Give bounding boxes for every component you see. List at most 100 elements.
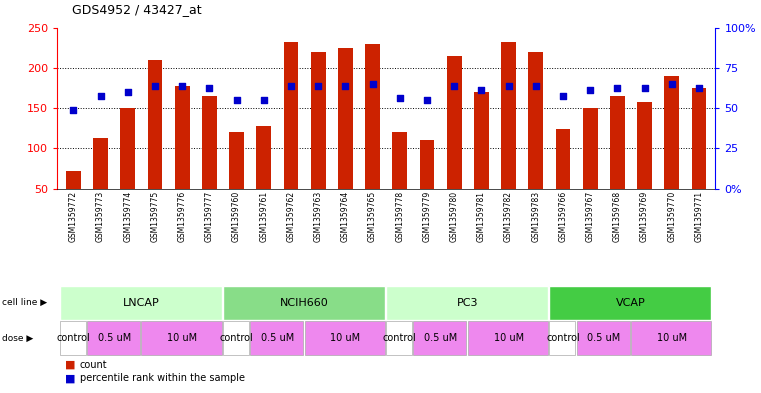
Bar xyxy=(202,96,217,189)
Text: GSM1359770: GSM1359770 xyxy=(667,191,677,242)
Bar xyxy=(549,286,712,320)
Point xyxy=(421,97,433,103)
Bar xyxy=(413,321,466,355)
Point xyxy=(476,87,488,94)
Bar xyxy=(93,138,108,189)
Point xyxy=(94,93,107,99)
Point xyxy=(312,83,324,89)
Point xyxy=(611,85,623,91)
Text: percentile rank within the sample: percentile rank within the sample xyxy=(80,373,245,383)
Text: control: control xyxy=(383,333,417,343)
Text: GSM1359780: GSM1359780 xyxy=(450,191,459,242)
Text: GSM1359773: GSM1359773 xyxy=(96,191,105,242)
Bar xyxy=(338,48,353,189)
Text: GSM1359779: GSM1359779 xyxy=(422,191,431,242)
Point xyxy=(638,85,651,91)
Bar xyxy=(87,321,140,355)
Bar xyxy=(148,60,163,189)
Point xyxy=(367,81,379,87)
Bar xyxy=(664,76,680,189)
Text: GSM1359777: GSM1359777 xyxy=(205,191,214,242)
Point xyxy=(176,83,188,89)
Bar xyxy=(365,44,380,189)
Bar xyxy=(120,108,135,189)
Point xyxy=(584,87,597,94)
Point xyxy=(203,85,215,91)
Bar xyxy=(223,321,249,355)
Text: GSM1359769: GSM1359769 xyxy=(640,191,649,242)
Text: GDS4952 / 43427_at: GDS4952 / 43427_at xyxy=(72,3,202,16)
Point xyxy=(448,83,460,89)
Point xyxy=(67,107,79,113)
Text: 0.5 uM: 0.5 uM xyxy=(424,333,457,343)
Text: PC3: PC3 xyxy=(457,298,479,308)
Point xyxy=(231,97,243,103)
Bar xyxy=(631,321,712,355)
Text: 10 uM: 10 uM xyxy=(330,333,361,343)
Text: 10 uM: 10 uM xyxy=(167,333,197,343)
Bar xyxy=(310,51,326,189)
Text: GSM1359760: GSM1359760 xyxy=(232,191,241,242)
Text: dose ▶: dose ▶ xyxy=(2,334,33,342)
Text: GSM1359771: GSM1359771 xyxy=(695,191,703,242)
Bar xyxy=(583,108,597,189)
Text: GSM1359772: GSM1359772 xyxy=(69,191,78,242)
Text: 10 uM: 10 uM xyxy=(657,333,687,343)
Text: 0.5 uM: 0.5 uM xyxy=(97,333,131,343)
Bar xyxy=(386,321,412,355)
Text: GSM1359764: GSM1359764 xyxy=(341,191,350,242)
Text: NCIH660: NCIH660 xyxy=(280,298,329,308)
Bar xyxy=(60,286,221,320)
Point xyxy=(149,83,161,89)
Bar xyxy=(175,86,189,189)
Point xyxy=(502,83,514,89)
Bar xyxy=(577,321,629,355)
Text: GSM1359775: GSM1359775 xyxy=(151,191,160,242)
Text: 0.5 uM: 0.5 uM xyxy=(587,333,620,343)
Text: GSM1359783: GSM1359783 xyxy=(531,191,540,242)
Text: GSM1359766: GSM1359766 xyxy=(559,191,568,242)
Text: GSM1359774: GSM1359774 xyxy=(123,191,132,242)
Point xyxy=(557,93,569,99)
Point xyxy=(339,83,352,89)
Text: GSM1359782: GSM1359782 xyxy=(504,191,513,242)
Bar xyxy=(250,321,303,355)
Point xyxy=(122,89,134,95)
Point xyxy=(285,83,297,89)
Point xyxy=(393,95,406,101)
Bar xyxy=(142,321,221,355)
Bar xyxy=(692,88,706,189)
Text: GSM1359776: GSM1359776 xyxy=(178,191,186,242)
Text: GSM1359778: GSM1359778 xyxy=(395,191,404,242)
Bar xyxy=(66,171,81,189)
Text: VCAP: VCAP xyxy=(616,298,646,308)
Text: cell line ▶: cell line ▶ xyxy=(2,298,46,307)
Text: GSM1359768: GSM1359768 xyxy=(613,191,622,242)
Text: GSM1359767: GSM1359767 xyxy=(586,191,594,242)
Text: ■: ■ xyxy=(65,360,75,369)
Bar xyxy=(474,92,489,189)
Point xyxy=(693,85,705,91)
Point xyxy=(258,97,270,103)
Bar xyxy=(229,132,244,189)
Text: GSM1359761: GSM1359761 xyxy=(260,191,269,242)
Text: count: count xyxy=(80,360,107,369)
Text: control: control xyxy=(56,333,91,343)
Bar xyxy=(501,42,516,189)
Bar xyxy=(284,42,298,189)
Bar xyxy=(468,321,548,355)
Bar xyxy=(447,56,462,189)
Bar xyxy=(637,103,652,189)
Bar xyxy=(556,129,571,189)
Text: 0.5 uM: 0.5 uM xyxy=(261,333,294,343)
Bar xyxy=(60,321,86,355)
Bar xyxy=(386,286,548,320)
Text: 10 uM: 10 uM xyxy=(494,333,524,343)
Text: ■: ■ xyxy=(65,373,75,383)
Point xyxy=(666,81,678,87)
Text: GSM1359762: GSM1359762 xyxy=(286,191,295,242)
Bar xyxy=(419,140,435,189)
Bar xyxy=(528,51,543,189)
Text: control: control xyxy=(546,333,580,343)
Bar xyxy=(549,321,575,355)
